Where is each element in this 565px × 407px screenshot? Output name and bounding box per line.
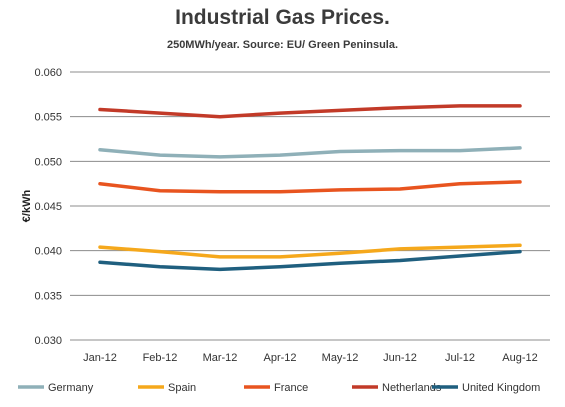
- x-tick-label: Jan-12: [83, 352, 117, 364]
- y-tick-label: 0.050: [34, 156, 62, 168]
- x-tick-label: Apr-12: [263, 352, 296, 364]
- y-tick-label: 0.040: [34, 246, 62, 258]
- y-tick-label: 0.030: [34, 335, 62, 347]
- x-tick-label: Feb-12: [143, 352, 178, 364]
- legend-label-netherlands: Netherlands: [382, 382, 442, 394]
- series-line-spain: [98, 243, 522, 259]
- x-tick-label: Jun-12: [383, 352, 417, 364]
- y-axis-label: €/kWh: [21, 190, 33, 223]
- y-tick-label: 0.060: [34, 67, 62, 79]
- x-tick-label: Aug-12: [502, 352, 537, 364]
- legend-label-germany: Germany: [48, 382, 94, 394]
- y-tick-label: 0.055: [34, 112, 62, 124]
- x-tick-label: May-12: [322, 352, 359, 364]
- legend-label-france: France: [274, 382, 308, 394]
- series-line-germany: [98, 146, 522, 159]
- legend-label-spain: Spain: [168, 382, 196, 394]
- series-line-united-kingdom: [98, 249, 522, 272]
- y-tick-label: 0.045: [34, 201, 62, 213]
- chart-subtitle: 250MWh/year. Source: EU/ Green Peninsula…: [166, 39, 399, 51]
- x-tick-label: Jul-12: [445, 352, 475, 364]
- chart-title: Industrial Gas Prices.: [175, 6, 390, 29]
- series-line-france: [98, 180, 522, 194]
- y-tick-label: 0.035: [34, 290, 62, 302]
- series-line-netherlands: [98, 104, 522, 119]
- legend-label-united-kingdom: United Kingdom: [462, 382, 540, 394]
- x-tick-label: Mar-12: [203, 352, 238, 364]
